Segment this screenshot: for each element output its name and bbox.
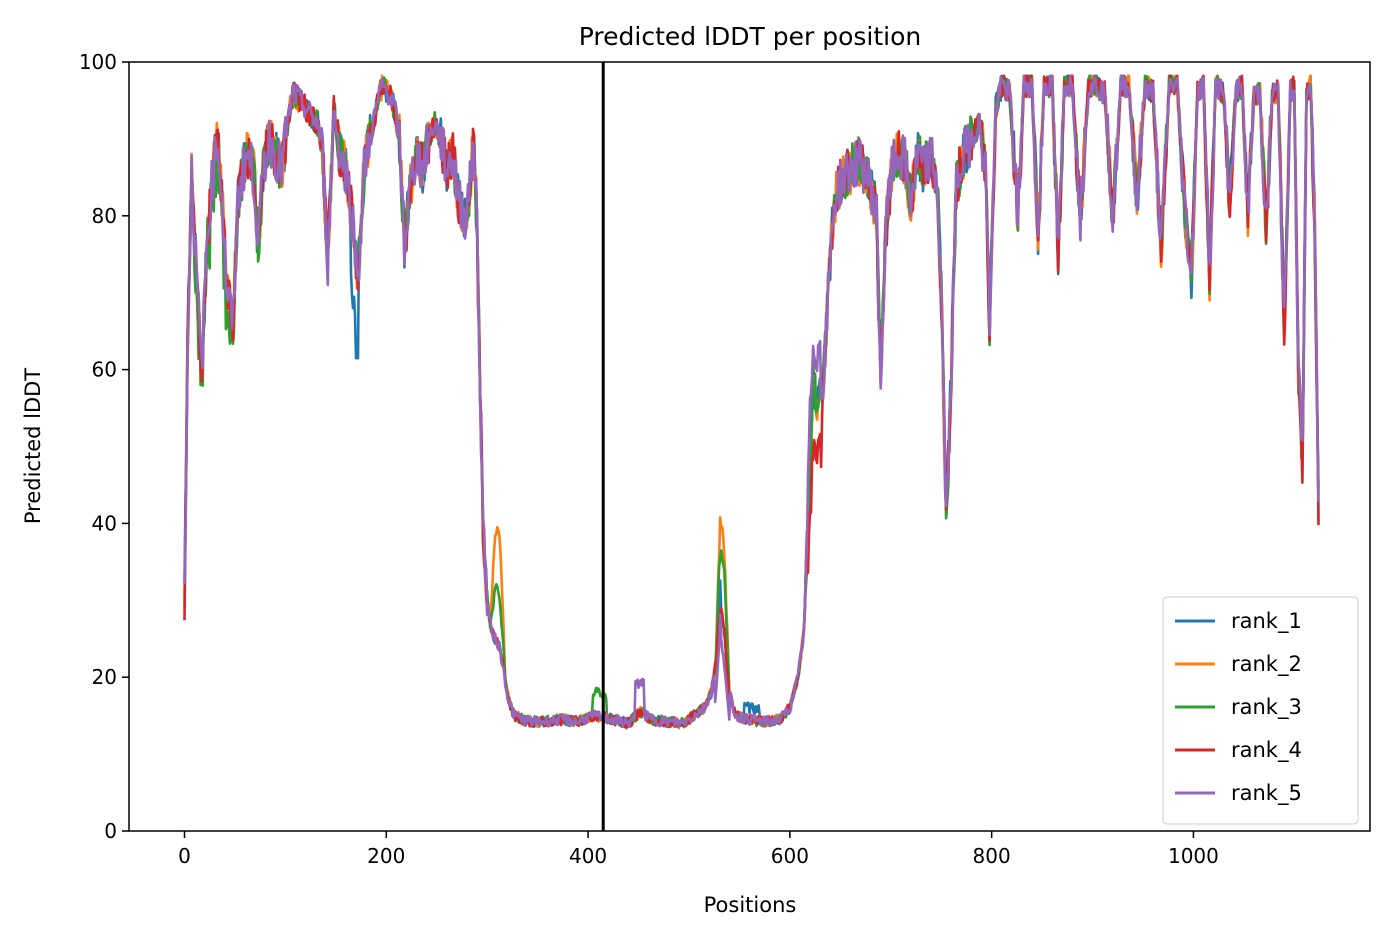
x-axis-ticks: 0 200 400 600 800 1000 [178,831,1219,868]
x-tick-label: 600 [771,844,809,868]
y-tick-label: 40 [92,511,117,535]
x-tick-label: 200 [367,844,405,868]
y-axis-title: Predicted lDDT [21,368,45,524]
series-line-rank-5 [183,74,1320,729]
series-layer [183,74,1320,730]
y-axis-ticks: 0 20 40 60 80 100 [79,50,129,843]
y-tick-label: 20 [92,665,117,689]
legend-label: rank_3 [1231,695,1302,720]
x-tick-label: 400 [569,844,607,868]
x-tick-label: 0 [178,844,191,868]
legend-label: rank_1 [1231,609,1302,634]
x-tick-label: 1000 [1168,844,1219,868]
y-tick-label: 60 [92,358,117,382]
series-line-rank-4 [183,74,1320,730]
chart-title: Predicted lDDT per position [579,22,921,51]
x-tick-label: 800 [973,844,1011,868]
legend-box [1162,596,1359,825]
legend-label: rank_5 [1231,781,1302,806]
legend-label: rank_2 [1231,652,1302,677]
y-tick-label: 0 [104,819,117,843]
series-line-rank-2 [183,74,1320,730]
series-line-rank-1 [183,74,1320,729]
y-tick-label: 100 [79,50,117,74]
y-tick-label: 80 [92,204,117,228]
series-line-rank-3 [183,74,1320,729]
legend-label: rank_4 [1231,738,1302,763]
x-axis-title: Positions [704,893,797,917]
legend: rank_1 rank_2 rank_3 rank_4 rank_5 [1162,596,1359,825]
plot-area-frame [128,61,1371,832]
